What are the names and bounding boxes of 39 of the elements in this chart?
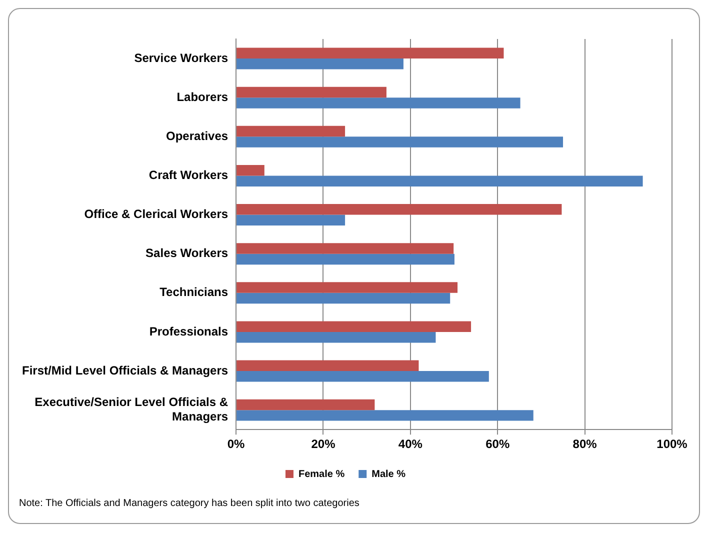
bar — [236, 214, 346, 226]
y-tick-label: Craft Workers — [148, 168, 228, 182]
y-tick-label: Sales Workers — [146, 246, 228, 260]
bar — [236, 360, 419, 372]
y-tick-label: Service Workers — [134, 50, 228, 65]
y-tick-label: Technicians — [160, 285, 228, 300]
bar — [236, 254, 454, 265]
y-tick-label: Office & Clerical Workers — [84, 207, 228, 222]
x-tick-label: 80% — [572, 437, 598, 452]
bar — [236, 410, 534, 421]
text: Note: The Officials and Managers category has been split into two categories — [18, 497, 360, 511]
x-tick-label: 100% — [656, 437, 688, 452]
bar — [236, 204, 562, 215]
bar — [236, 292, 450, 304]
bar — [236, 371, 489, 382]
bar — [236, 164, 264, 176]
bar — [236, 282, 458, 293]
bar — [236, 321, 472, 332]
x-tick-label: 20% — [311, 437, 336, 452]
y-tick-label: Professionals — [149, 324, 228, 338]
legend-label: Female % — [298, 468, 345, 480]
bar — [236, 332, 436, 343]
y-tick-label: Operatives — [166, 128, 228, 143]
bar — [236, 243, 454, 254]
bar — [236, 86, 386, 98]
y-tick-label: Executive/Senior Level Officials & Managers — [34, 395, 228, 424]
bar — [236, 126, 346, 137]
x-tick-label: 60% — [486, 437, 510, 452]
bar — [236, 98, 520, 108]
x-tick-label: 40% — [398, 437, 423, 452]
bar — [236, 58, 404, 70]
bar — [236, 176, 643, 186]
bar — [236, 48, 504, 59]
x-tick-label: 0% — [227, 437, 246, 452]
y-tick-label: Laborers — [176, 90, 228, 104]
legend-label: Male % — [372, 468, 406, 480]
bar — [236, 399, 375, 410]
y-tick-label: First/Mid Level Officials & Managers — [22, 363, 228, 378]
bar — [236, 136, 564, 148]
